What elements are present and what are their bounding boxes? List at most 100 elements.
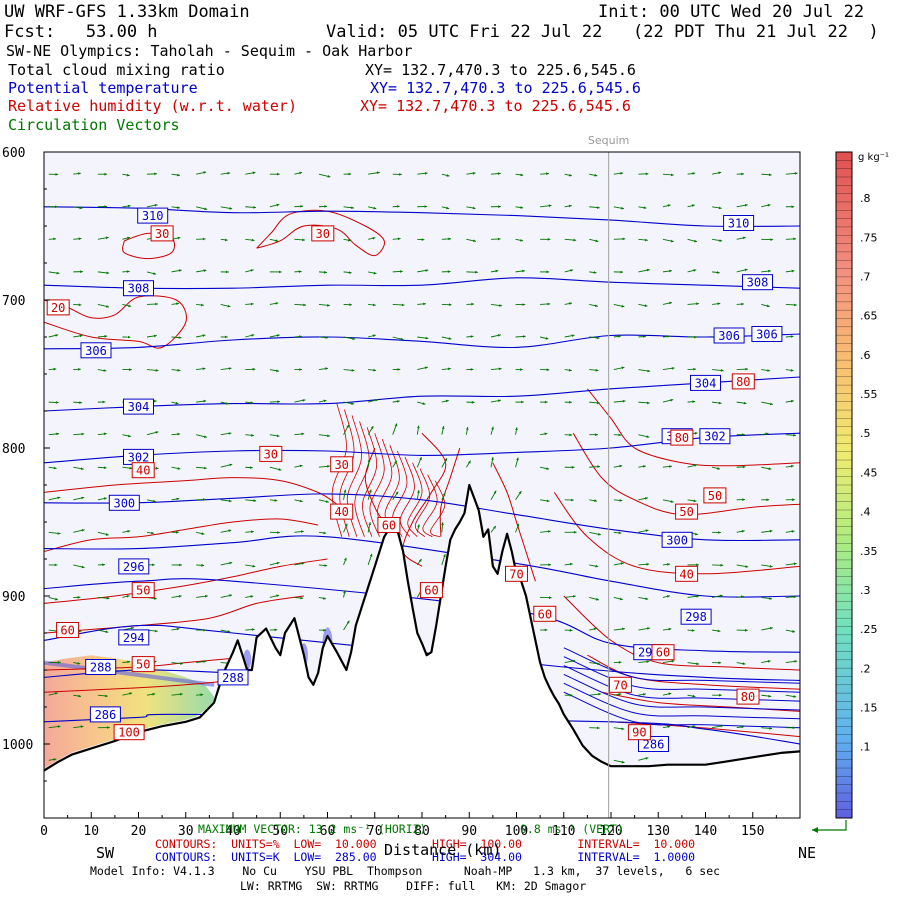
wind-vector [540,204,552,208]
wind-vector [48,466,57,470]
svg-text:310: 310 [728,217,750,231]
wind-vector [73,529,85,533]
wind-vector [712,563,724,567]
wind-vector [171,563,182,567]
wind-vector [589,304,599,308]
wind-vector [318,336,329,339]
theta-label: 288 [85,659,117,675]
wind-vector [687,269,697,273]
wind-vector [196,269,207,273]
wind-vector [294,238,306,242]
wind-vector [171,627,180,631]
theta-contour-info: CONTOURS: UNITS=K LOW= 285.00 HIGH= 304.… [155,850,696,864]
wind-vector [122,466,133,470]
wind-vector [416,558,422,566]
wind-vector [613,693,622,696]
wind-vector [687,499,697,503]
wind-vector [662,595,671,598]
wind-vector [564,595,576,598]
wind-vector [416,456,422,468]
rh-contour-line [587,654,800,690]
wind-vector [392,423,398,435]
colorbar-tick-label: .6 [860,349,871,362]
wind-vector [97,563,105,567]
wind-vector [662,465,672,468]
wind-vector [245,367,256,371]
wind-vector [712,238,723,242]
wind-vector [171,269,182,273]
wind-vector [97,629,109,633]
wind-vector [48,173,59,176]
wind-vector [146,431,159,436]
rh-label: 30 [311,225,335,242]
wind-vector [245,530,254,534]
wind-vector [318,434,331,438]
theta-contour-line [563,673,800,711]
wind-vector [761,173,772,177]
wind-vector [638,597,649,601]
field-cloud-xy: XY= 132.7,470.3 to 225.6,545.6 [365,61,636,79]
wind-vector [564,302,573,305]
wind-vector [638,401,650,405]
wind-vector [368,303,376,307]
theta-label: 294 [118,629,150,646]
svg-text:286: 286 [95,708,117,722]
x-axis-title: Distance (km) [384,841,502,859]
wind-vector [343,303,352,306]
wind-vector [368,237,376,240]
wind-vector [122,173,130,177]
wind-vector [97,466,107,470]
wind-vector [73,596,81,599]
theta-label: 310 [723,215,755,231]
theta-contour-line [563,682,800,720]
colorbar-tick-label: .8 [860,192,871,205]
rh-label: 30 [330,456,354,473]
rh-contour-line [44,558,328,604]
wind-vector [122,434,131,438]
x-tick-label: 90 [461,824,477,839]
svg-text:300: 300 [666,533,688,547]
wind-vector [687,172,696,175]
model-title: UW WRF-GFS 1.33km Domain [4,2,250,22]
wind-vector [712,401,722,405]
x-tick-label: 20 [131,824,147,839]
wind-vector [368,398,379,403]
wind-vector [417,401,426,405]
wind-vector [589,597,600,601]
x-tick-label: 130 [647,824,670,839]
wind-vector [515,206,524,209]
svg-text:60: 60 [538,607,552,621]
wind-vector [761,660,771,664]
wind-vector [638,693,646,696]
wind-vector [417,269,429,273]
wind-vector [441,367,451,371]
wind-vector [589,206,600,209]
wind-vector [490,205,501,208]
x-tick-label: 10 [83,824,99,839]
wind-vector [73,496,85,501]
svg-text:80: 80 [675,431,689,445]
wind-vector [540,400,548,404]
wind-vector [564,238,577,242]
wind-vector [245,206,257,209]
wind-vector [785,726,796,730]
x-tick-label: 30 [178,824,194,839]
wind-vector [736,433,745,436]
rh-contour-line [44,679,234,693]
wind-vector [564,433,573,437]
svg-text:302: 302 [128,450,150,464]
x-tick-label: 80 [414,824,430,839]
valid-time: Valid: 05 UTC Fri 22 Jul 22 (22 PDT Thu … [326,22,879,42]
wind-vector [638,465,646,468]
sw-label: SW [96,844,115,862]
wind-vector [97,205,108,208]
wind-vector [245,401,254,405]
wind-vector [613,464,623,468]
wind-vector [589,173,598,177]
wind-vector [318,564,328,567]
svg-text:50: 50 [136,584,150,598]
wind-vector [662,269,672,273]
theta-contour-line [563,656,800,693]
wind-vector [269,172,280,176]
rh-label: 100 [113,724,145,741]
